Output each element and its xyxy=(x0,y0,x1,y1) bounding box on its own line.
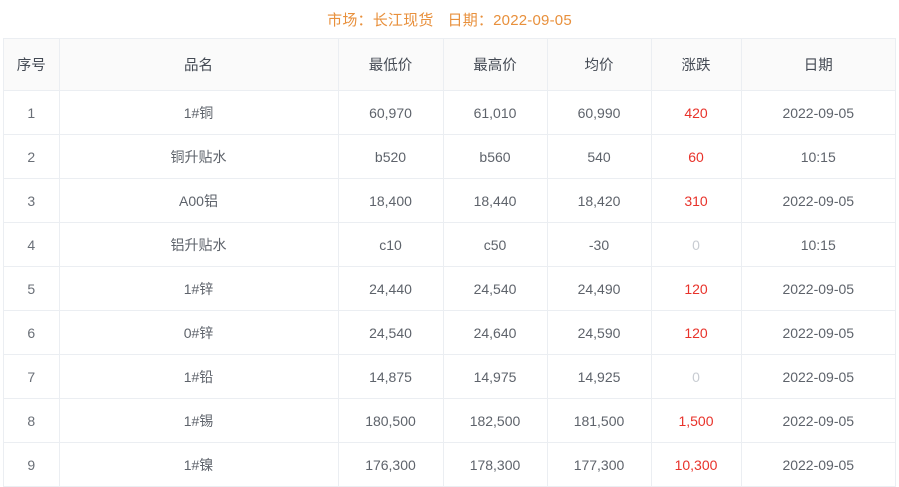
cell-date: 2022-09-05 xyxy=(741,90,895,135)
table-row: 2 铜升贴水 b520 b560 540 60 10:15 xyxy=(4,134,895,179)
page-title: 市场：长江现货 日期：2022-09-05 xyxy=(0,0,899,38)
cell-change: 60 xyxy=(651,134,742,179)
cell-name: 铜升贴水 xyxy=(59,134,339,179)
cell-low: 14,875 xyxy=(338,354,444,399)
cell-name: 1#铜 xyxy=(59,90,339,135)
price-table: 序号 品名 最低价 最高价 均价 涨跌 日期 1 1#铜 60,970 61,010 6… xyxy=(4,39,895,487)
cell-change: 1,500 xyxy=(651,398,742,443)
table-row: 8 1#锡 180,500 182,500 181,500 1,500 2022-09-05 xyxy=(4,398,895,443)
cell-high: 24,540 xyxy=(443,266,548,311)
cell-name: 铝升贴水 xyxy=(59,222,339,267)
cell-name: 1#锡 xyxy=(59,398,339,443)
table-row: 1 1#铜 60,970 61,010 60,990 420 2022-09-05 xyxy=(4,90,895,135)
cell-low: 18,400 xyxy=(338,178,444,223)
cell-avg: 181,500 xyxy=(547,398,652,443)
cell-index: 4 xyxy=(4,222,60,267)
table-row: 3 A00铝 18,400 18,440 18,420 310 2022-09-05 xyxy=(4,178,895,223)
cell-change: 310 xyxy=(651,178,742,223)
column-header-index: 序号 xyxy=(4,39,60,91)
cell-name: 0#锌 xyxy=(59,310,339,355)
column-header-low: 最低价 xyxy=(338,39,444,91)
cell-high: 18,440 xyxy=(443,178,548,223)
cell-low: 24,440 xyxy=(338,266,444,311)
column-header-change: 涨跌 xyxy=(651,39,742,91)
price-table-container: 序号 品名 最低价 最高价 均价 涨跌 日期 1 1#铜 60,970 61,010 6… xyxy=(3,38,896,487)
table-row: 6 0#锌 24,540 24,640 24,590 120 2022-09-05 xyxy=(4,310,895,355)
cell-index: 1 xyxy=(4,90,60,135)
cell-index: 5 xyxy=(4,266,60,311)
cell-high: 61,010 xyxy=(443,90,548,135)
cell-high: 182,500 xyxy=(443,398,548,443)
date-label: 日期：2022-09-05 xyxy=(447,11,572,29)
table-body: 1 1#铜 60,970 61,010 60,990 420 2022-09-05 2 铜升贴水… xyxy=(4,90,895,487)
cell-index: 3 xyxy=(4,178,60,223)
cell-high: b560 xyxy=(443,134,548,179)
cell-date: 10:15 xyxy=(741,134,895,179)
column-header-high: 最高价 xyxy=(443,39,548,91)
table-row: 7 1#铅 14,875 14,975 14,925 0 2022-09-05 xyxy=(4,354,895,399)
cell-high: 14,975 xyxy=(443,354,548,399)
cell-low: 24,540 xyxy=(338,310,444,355)
cell-name: 1#铅 xyxy=(59,354,339,399)
cell-date: 2022-09-05 xyxy=(741,354,895,399)
cell-avg: 540 xyxy=(547,134,652,179)
cell-high: c50 xyxy=(443,222,548,267)
cell-date: 10:15 xyxy=(741,222,895,267)
cell-index: 7 xyxy=(4,354,60,399)
cell-avg: 14,925 xyxy=(547,354,652,399)
header-row: 序号 品名 最低价 最高价 均价 涨跌 日期 xyxy=(4,39,895,91)
cell-index: 8 xyxy=(4,398,60,443)
cell-name: A00铝 xyxy=(59,178,339,223)
cell-change: 420 xyxy=(651,90,742,135)
cell-change: 120 xyxy=(651,266,742,311)
cell-low: b520 xyxy=(338,134,444,179)
table-row: 4 铝升贴水 c10 c50 -30 0 10:15 xyxy=(4,222,895,267)
column-header-avg: 均价 xyxy=(547,39,652,91)
market-label: 市场：长江现货 xyxy=(327,11,434,29)
cell-avg: 24,590 xyxy=(547,310,652,355)
cell-date: 2022-09-05 xyxy=(741,178,895,223)
cell-change: 120 xyxy=(651,310,742,355)
cell-high: 24,640 xyxy=(443,310,548,355)
cell-low: 60,970 xyxy=(338,90,444,135)
cell-date: 2022-09-05 xyxy=(741,310,895,355)
column-header-date: 日期 xyxy=(741,39,895,91)
cell-avg: 60,990 xyxy=(547,90,652,135)
cell-name: 1#锌 xyxy=(59,266,339,311)
cell-date: 2022-09-05 xyxy=(741,266,895,311)
table-row: 5 1#锌 24,440 24,540 24,490 120 2022-09-05 xyxy=(4,266,895,311)
cell-avg: -30 xyxy=(547,222,652,267)
cell-low: 180,500 xyxy=(338,398,444,443)
table-header: 序号 品名 最低价 最高价 均价 涨跌 日期 xyxy=(4,39,895,91)
cell-index: 6 xyxy=(4,310,60,355)
cell-change: 0 xyxy=(651,354,742,399)
column-header-name: 品名 xyxy=(59,39,339,91)
cell-low: c10 xyxy=(338,222,444,267)
cell-avg: 18,420 xyxy=(547,178,652,223)
cell-date: 2022-09-05 xyxy=(741,398,895,443)
cell-change: 0 xyxy=(651,222,742,267)
cell-index: 2 xyxy=(4,134,60,179)
cell-avg: 24,490 xyxy=(547,266,652,311)
